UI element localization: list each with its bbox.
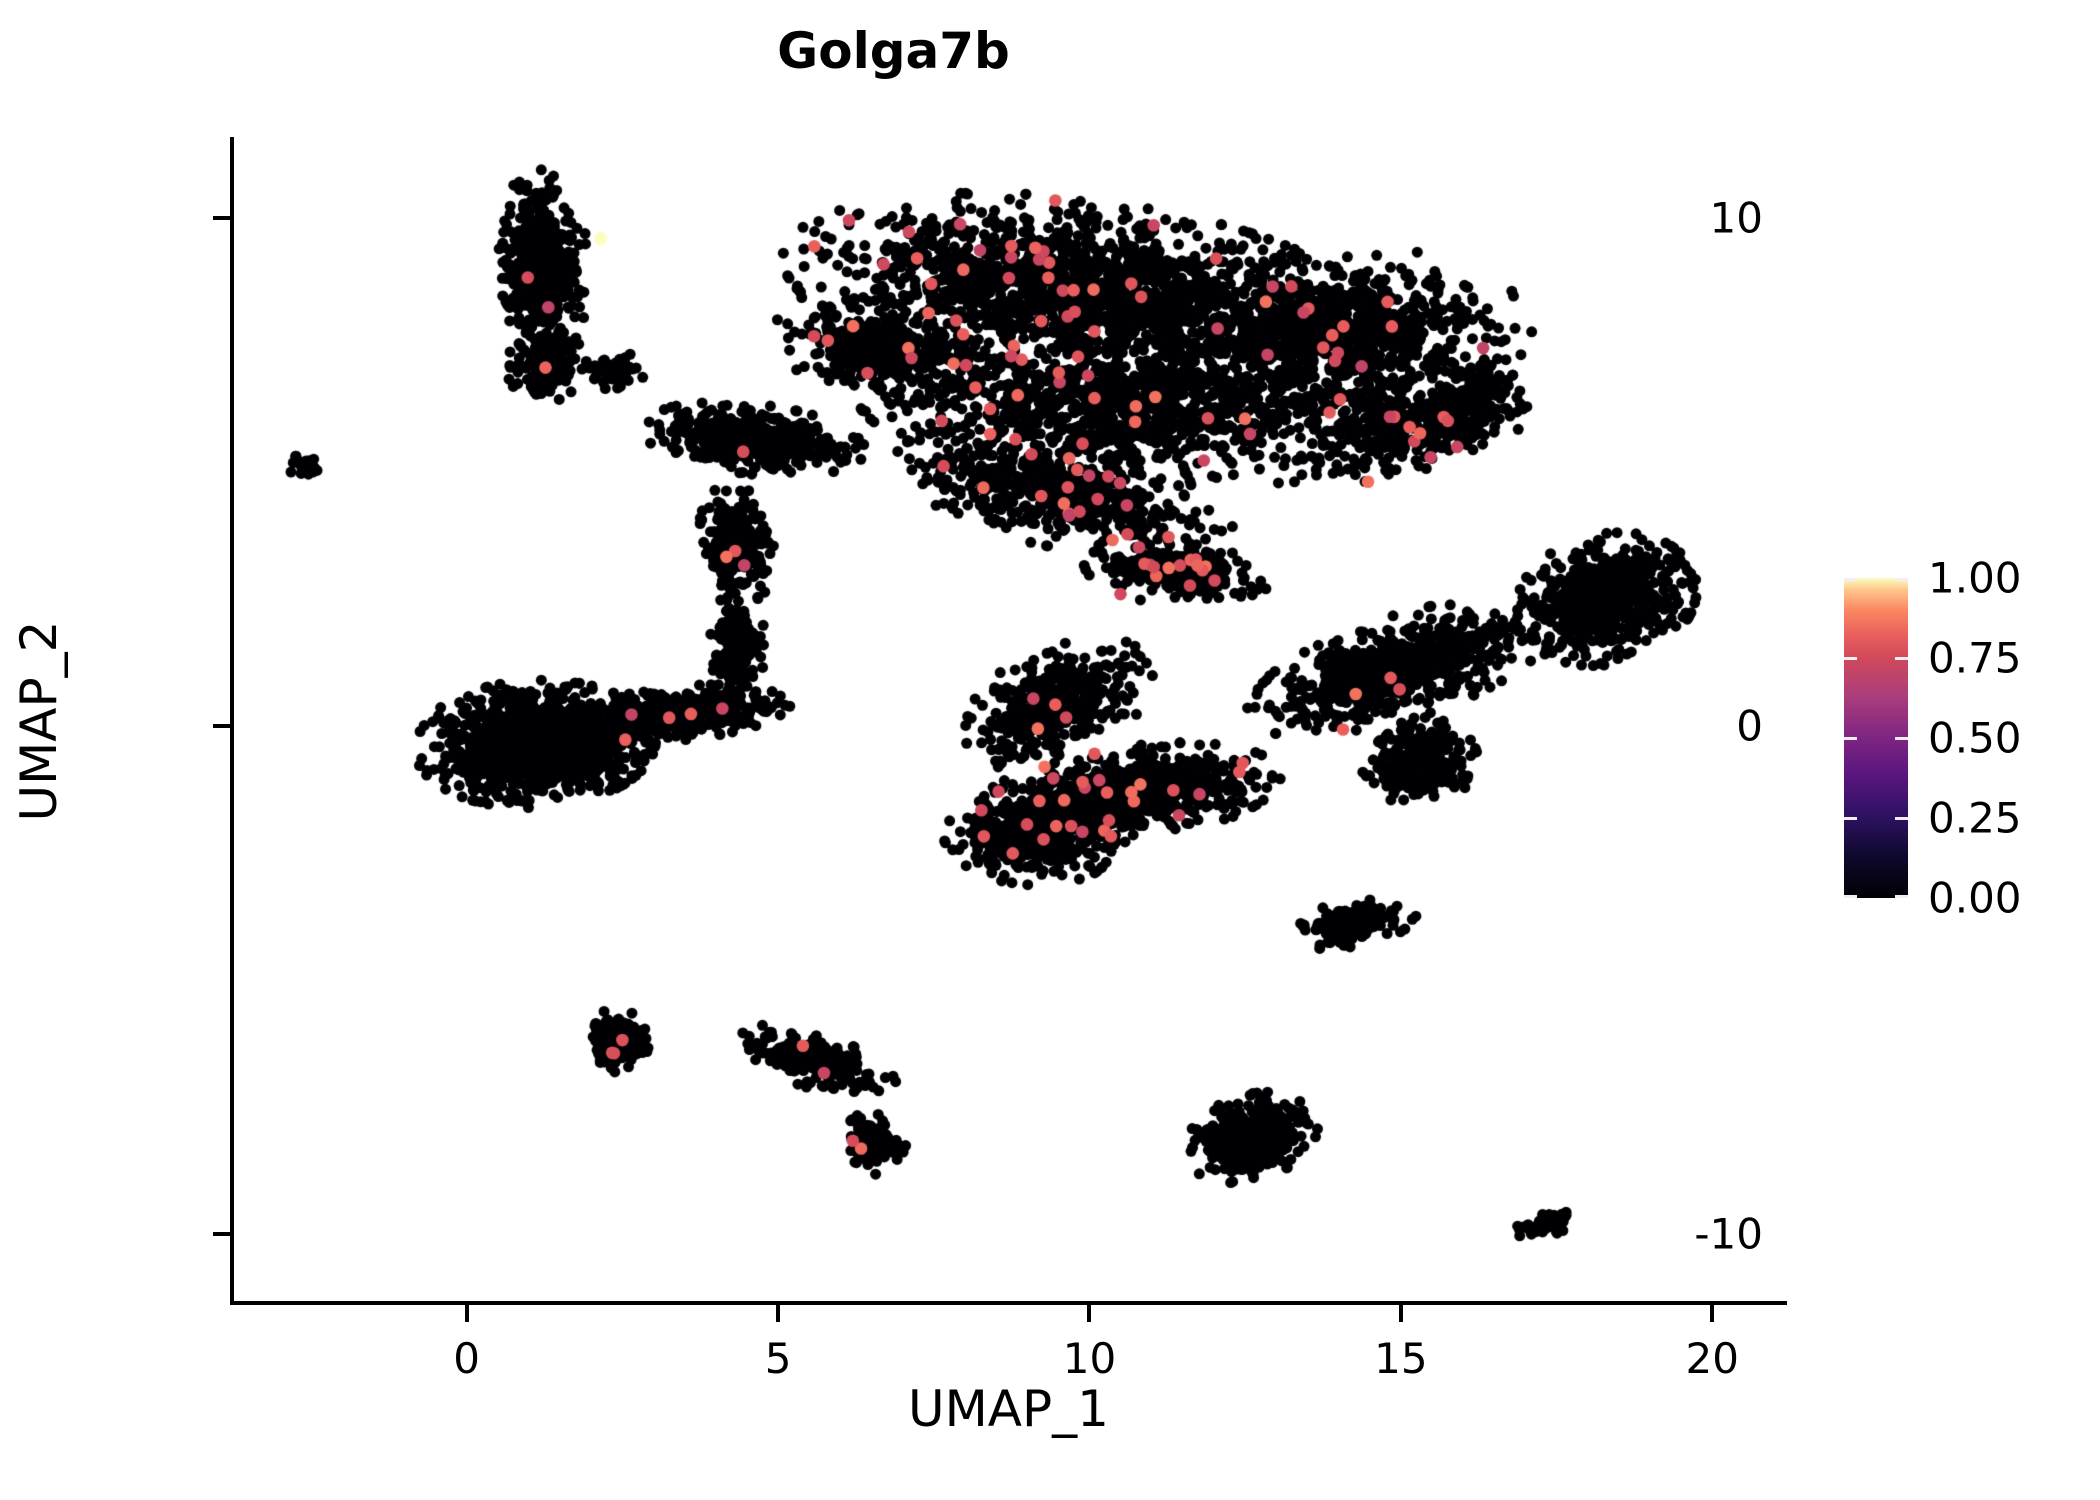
x-tick-label: 10 xyxy=(1062,1334,1117,1383)
y-tick-label: 10 xyxy=(1709,193,1763,243)
colorbar-tick-label: 0.00 xyxy=(1928,873,2022,923)
x-tick-mark xyxy=(1087,1305,1092,1322)
x-tick-label: 20 xyxy=(1685,1334,1739,1383)
x-tick-label: 0 xyxy=(453,1334,481,1383)
y-tick-label: 0 xyxy=(1736,701,1763,751)
colorbar-tick-mark xyxy=(1844,578,1857,581)
x-axis-label: UMAP_1 xyxy=(908,1380,1109,1438)
colorbar-tick-mark xyxy=(1895,817,1908,820)
colorbar-tick-mark xyxy=(1895,578,1908,581)
colorbar-tick-label: 0.25 xyxy=(1928,793,2022,843)
x-tick-label: 15 xyxy=(1374,1334,1428,1383)
colorbar-tick-mark xyxy=(1844,737,1857,740)
x-tick-label: 5 xyxy=(764,1334,792,1383)
y-tick-mark xyxy=(213,724,230,729)
x-tick-mark xyxy=(464,1305,469,1322)
colorbar-tick-mark xyxy=(1844,817,1857,820)
colorbar-tick-mark xyxy=(1895,737,1908,740)
scatter-points-layer xyxy=(230,137,1787,1305)
colorbar-tick-mark xyxy=(1895,895,1908,898)
x-tick-mark xyxy=(1710,1305,1715,1322)
colorbar-tick-label: 1.00 xyxy=(1928,553,2022,603)
colorbar-tick-mark xyxy=(1895,657,1908,660)
y-tick-mark xyxy=(213,216,230,221)
y-axis-label: UMAP_2 xyxy=(10,620,68,822)
plot-axes: -10 0 10 0 5 10 15 20 xyxy=(213,137,1787,1383)
colorbar-tick-label: 0.50 xyxy=(1928,713,2022,763)
colorbar-tick-mark xyxy=(1844,895,1857,898)
y-tick-mark xyxy=(213,1231,230,1236)
x-tick-mark xyxy=(1398,1305,1403,1322)
x-tick-mark xyxy=(776,1305,781,1322)
y-tick-label: -10 xyxy=(1694,1209,1763,1259)
colorbar: 0.00 0.25 0.50 0.75 1.00 xyxy=(1844,554,2094,923)
x-axis-spine xyxy=(230,1301,1787,1305)
colorbar-tick-label: 0.75 xyxy=(1928,633,2022,683)
chart-title: Golga7b xyxy=(777,22,1010,80)
y-axis-spine xyxy=(230,137,234,1305)
colorbar-tick-mark xyxy=(1844,657,1857,660)
